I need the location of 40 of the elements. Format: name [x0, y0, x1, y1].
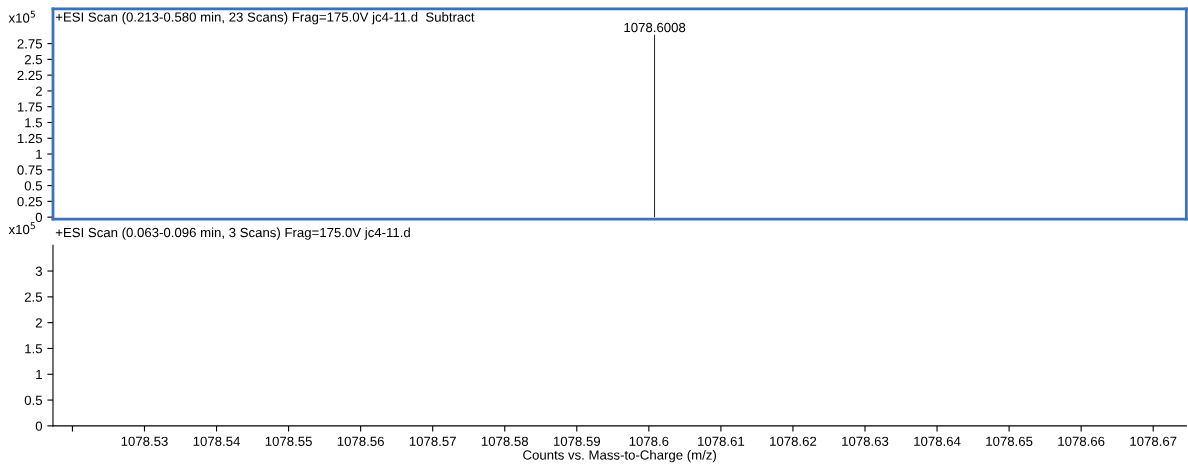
x-tick-label: 1078.57	[409, 436, 456, 446]
x-tick-label: 1078.62	[770, 436, 817, 446]
chart-title: +ESI Scan (0.213-0.580 min, 23 Scans) Frag=175.0V jc4-11.d Subtract	[55, 12, 475, 25]
y-tick-label: 1.5	[25, 344, 43, 354]
x-tick-label: 1078.53	[121, 436, 168, 446]
y-tick-label: 0.75	[17, 165, 43, 175]
x-axis-title: Counts vs. Mass-to-Charge (m/z)	[523, 449, 716, 463]
y-tick-label: 0.25	[17, 196, 43, 207]
y-tick-label: 1	[36, 369, 42, 380]
x-tick-label: 1078.59	[553, 436, 601, 446]
y-tick-label: 0.5	[24, 395, 43, 405]
y-tick-label: 1.75	[17, 102, 43, 112]
y-tick-label: 1.5	[25, 118, 43, 128]
text: x10$^{5}$	[8, 222, 36, 235]
y-tick-label: 0	[35, 212, 43, 223]
y-tick-label: 3	[35, 266, 42, 276]
y-tick-label: 0	[35, 421, 43, 431]
x-tick-label: 1078.64	[914, 436, 961, 446]
text: x10$^{5}$	[8, 10, 36, 23]
chart-title: +ESI Scan (0.063-0.096 min, 3 Scans) Frag=175.0V jc4-11.d	[55, 227, 410, 240]
y-tick-label: 2	[35, 318, 42, 328]
x-tick-label: 1078.63	[842, 436, 889, 446]
x-tick-label: 1078.56	[337, 436, 384, 446]
y-tick-label: 2	[35, 86, 42, 96]
x-tick-label: 1078.66	[1058, 436, 1105, 446]
x-tick-label: 1078.58	[481, 436, 529, 446]
x-tick-label: 1078.61	[698, 436, 745, 446]
annotation: 1078.6008	[624, 22, 686, 33]
x-tick-label: 1078.65	[986, 436, 1033, 446]
x-tick-label: 1078.6	[629, 436, 669, 446]
y-tick-label: 1	[36, 149, 42, 159]
y-tick-label: 2.5	[24, 54, 43, 65]
y-tick-label: 1.25	[17, 133, 43, 144]
x-tick-label: 1078.67	[1130, 436, 1177, 446]
y-tick-label: 0.5	[24, 181, 43, 191]
y-tick-label: 2.25	[17, 70, 43, 81]
x-tick-label: 1078.54	[193, 436, 240, 446]
y-tick-label: 2.75	[17, 39, 43, 49]
x-tick-label: 1078.55	[265, 436, 312, 446]
y-tick-label: 2.5	[24, 292, 43, 302]
